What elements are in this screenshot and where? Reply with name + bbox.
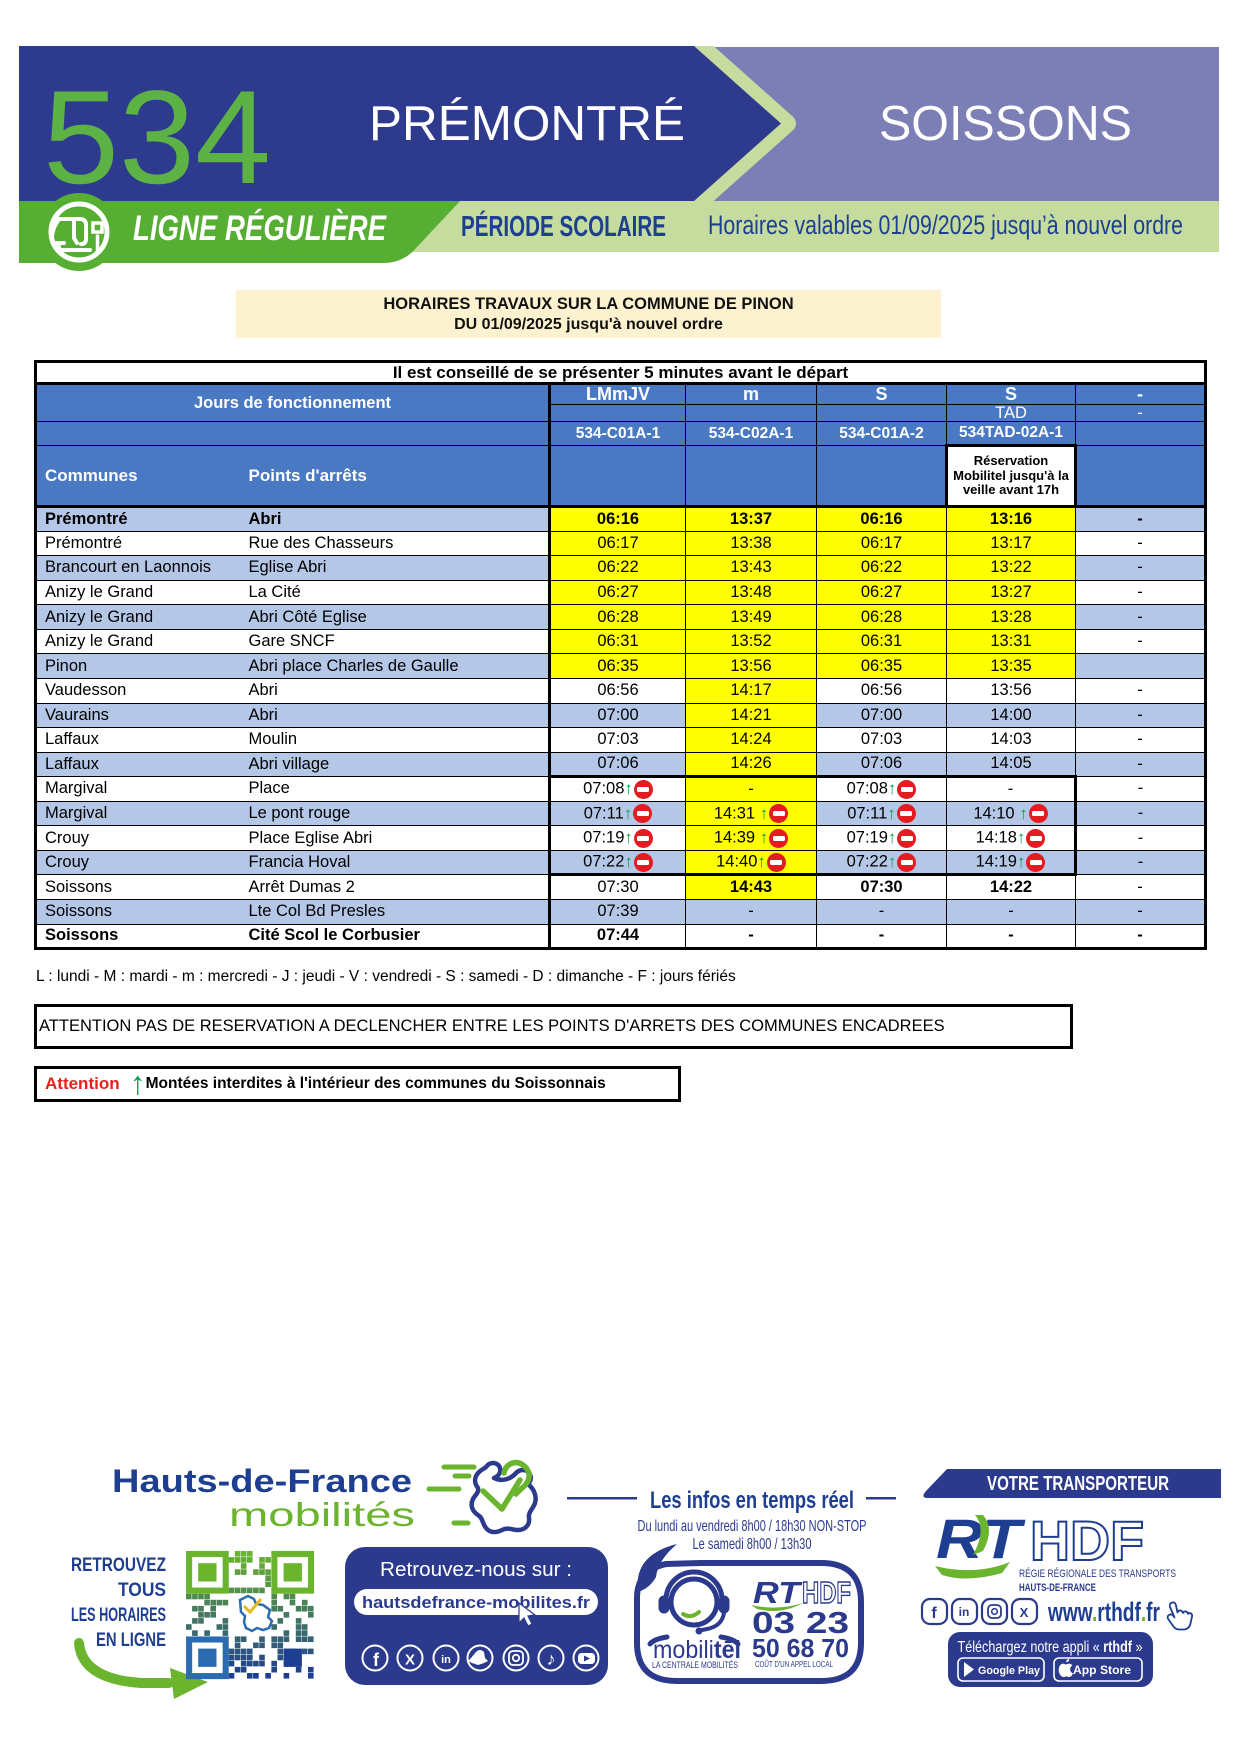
svg-text:VOTRE TRANSPORTEUR: VOTRE TRANSPORTEUR [987, 1473, 1169, 1495]
svg-text:COÛT D'UN APPEL LOCAL: COÛT D'UN APPEL LOCAL [755, 1659, 833, 1669]
svg-text:Google Play: Google Play [978, 1665, 1041, 1677]
svg-text:Le samedi 8h00 / 13h30: Le samedi 8h00 / 13h30 [693, 1536, 812, 1553]
svg-text:Horaires valables 01/09/2025 j: Horaires valables 01/09/2025 jusqu’à nou… [708, 210, 1183, 240]
svg-text:RÉGIE RÉGIONALE DES TRANSPORTS: RÉGIE RÉGIONALE DES TRANSPORTS [1019, 1567, 1176, 1580]
svg-text:www.rthdf.fr: www.rthdf.fr [1047, 1597, 1160, 1627]
svg-text:Retrouvez-nous sur :: Retrouvez-nous sur : [380, 1559, 572, 1581]
svg-text:PRÉMONTRÉ: PRÉMONTRÉ [369, 97, 685, 151]
svg-text:f: f [373, 1650, 380, 1670]
svg-text:HAUTS-DE-FRANCE: HAUTS-DE-FRANCE [1019, 1582, 1096, 1594]
svg-text:X: X [405, 1652, 415, 1669]
svg-text:f: f [931, 1605, 937, 1622]
svg-text:in: in [959, 1605, 970, 1619]
svg-text:HDF: HDF [1030, 1509, 1144, 1572]
svg-text:LA CENTRALE MOBILITÉS: LA CENTRALE MOBILITÉS [652, 1660, 738, 1670]
svg-text:Hauts-de-France: Hauts-de-France [112, 1463, 412, 1499]
svg-text:in: in [441, 1654, 451, 1666]
svg-text:HDF: HDF [802, 1575, 851, 1610]
svg-text:TOUS: TOUS [118, 1580, 166, 1601]
svg-text:mobilités: mobilités [229, 1496, 415, 1533]
svg-text:X: X [1020, 1605, 1029, 1620]
svg-text:Les infos en temps réel: Les infos en temps réel [650, 1487, 854, 1514]
svg-text:PÉRIODE SCOLAIRE: PÉRIODE SCOLAIRE [461, 209, 666, 243]
svg-text:App Store: App Store [1073, 1663, 1131, 1677]
svg-text:Téléchargez notre appli « rthd: Téléchargez notre appli « rthdf » [958, 1639, 1143, 1656]
svg-text:50 68 70: 50 68 70 [752, 1633, 849, 1663]
svg-text:534: 534 [43, 64, 271, 212]
svg-text:RT: RT [753, 1575, 804, 1610]
svg-text:SOISSONS: SOISSONS [879, 97, 1132, 151]
svg-text:03 23: 03 23 [752, 1605, 849, 1640]
svg-text:RETROUVEZ: RETROUVEZ [71, 1555, 166, 1576]
svg-text:LES HORAIRES: LES HORAIRES [71, 1605, 166, 1626]
svg-text:EN LIGNE: EN LIGNE [96, 1630, 166, 1651]
svg-text:♪: ♪ [547, 1649, 556, 1669]
svg-text:hautsdefrance-mobilites.fr: hautsdefrance-mobilites.fr [362, 1593, 590, 1612]
svg-text:mobilitēl: mobilitēl [653, 1636, 741, 1664]
svg-text:LIGNE RÉGULIÈRE: LIGNE RÉGULIÈRE [133, 209, 387, 248]
svg-text:Du lundi au vendredi 8h00 / 18: Du lundi au vendredi 8h00 / 18h30 NON-ST… [638, 1518, 867, 1535]
